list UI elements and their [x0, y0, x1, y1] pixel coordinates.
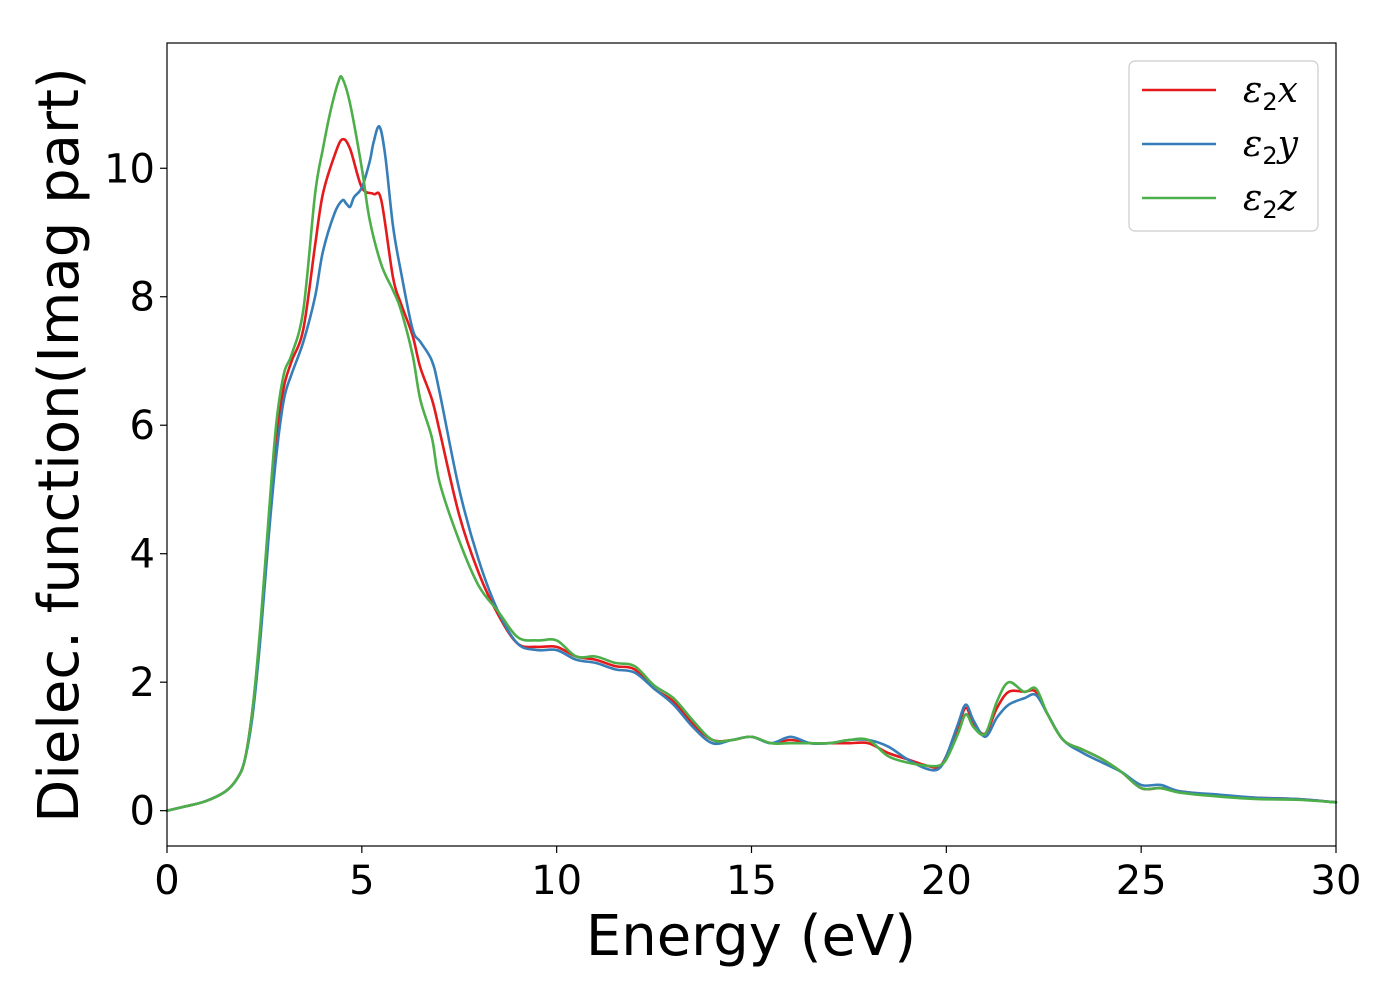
- y-axis-label: Dielec. function(Imag part): [27, 67, 92, 823]
- y-tick-label: 10: [104, 146, 155, 192]
- x-tick-label: 5: [349, 858, 374, 904]
- legend-label-y: ε2y: [1243, 124, 1299, 170]
- x-tick-label: 15: [726, 858, 777, 904]
- x-tick-label: 10: [531, 858, 582, 904]
- legend-label-z: ε2z: [1243, 178, 1298, 224]
- y-tick-label: 6: [130, 403, 155, 449]
- series-line-z: [165, 74, 1338, 812]
- x-tick-label: 30: [1311, 858, 1362, 904]
- x-tick-label: 20: [921, 858, 972, 904]
- x-axis: 0 5 10 15 20 25 30: [154, 846, 1361, 904]
- legend-label-x: ε2x: [1243, 70, 1298, 116]
- y-tick-label: 0: [130, 789, 155, 835]
- y-tick-label: 2: [130, 660, 155, 706]
- y-tick-label: 8: [130, 275, 155, 321]
- series-line-x: [165, 137, 1338, 812]
- x-tick-label: 25: [1116, 858, 1167, 904]
- y-axis: 0 2 4 6 8 10: [104, 146, 167, 835]
- y-tick-label: 4: [130, 532, 155, 578]
- plot-lines: [165, 74, 1338, 812]
- series-line-y: [165, 125, 1338, 812]
- legend-box: [1128, 60, 1319, 232]
- x-tick-label: 0: [154, 858, 179, 904]
- legend: ε2x ε2y ε2z: [1128, 60, 1319, 232]
- x-axis-label: Energy (eV): [586, 904, 916, 969]
